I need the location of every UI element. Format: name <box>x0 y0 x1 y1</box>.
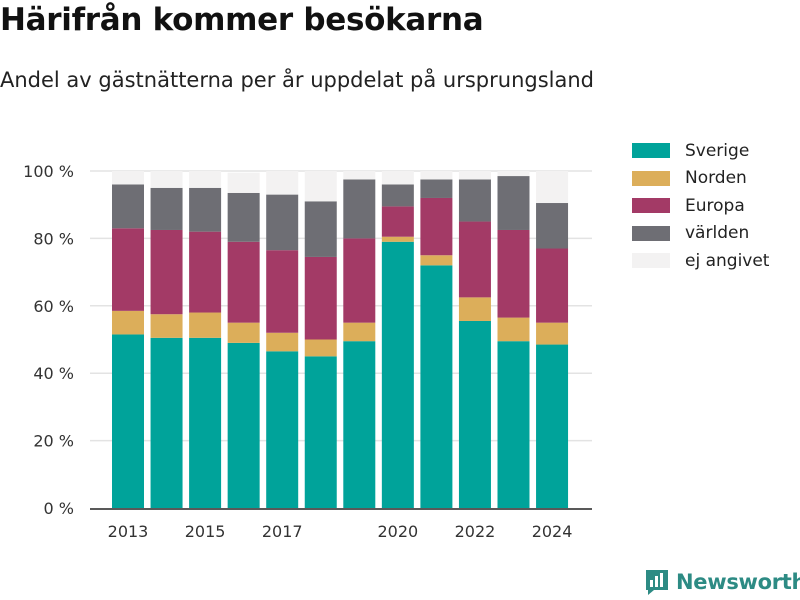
bar-segment-ej-angivet <box>420 171 453 180</box>
bar-segment-sverige <box>112 334 144 508</box>
y-tick-label: 40 % <box>33 364 74 383</box>
bar-segment-varlden <box>536 203 569 249</box>
legend-label-norden: Norden <box>685 168 747 189</box>
bar-segment-europa <box>536 248 569 323</box>
bar-segment-ej-angivet <box>150 171 183 188</box>
bar-segment-ej-angivet <box>381 171 414 185</box>
bar-segment-ej-angivet <box>458 171 491 180</box>
bar-segment-sverige <box>536 344 569 508</box>
bar-segment-europa <box>304 256 337 340</box>
bar-segment-norden <box>381 236 414 242</box>
bar-segment-norden <box>420 255 453 266</box>
bar-segment-ej-angivet <box>112 171 144 185</box>
bar-segment-sverige <box>304 356 337 508</box>
bar-segment-europa <box>150 229 183 315</box>
bar-segment-varlden <box>458 179 491 222</box>
bar-segment-norden <box>497 317 530 342</box>
bar-segment-sverige <box>227 342 260 508</box>
legend-label-ej-angivet: ej angivet <box>685 250 770 271</box>
legend-item-ej-angivet[interactable]: ej angivet <box>632 247 769 275</box>
y-tick-label: 0 % <box>44 499 74 518</box>
bar-segment-varlden <box>497 176 530 230</box>
bar-segment-sverige <box>150 337 183 508</box>
y-tick-label: 100 % <box>23 162 74 181</box>
bar-segment-norden <box>536 322 569 345</box>
legend-label-sverige: Sverige <box>685 140 750 161</box>
bar-segment-ej-angivet <box>343 171 376 180</box>
bar-segment-europa <box>497 229 530 318</box>
bar-segment-sverige <box>266 351 299 508</box>
bar-segment-norden <box>266 332 299 352</box>
x-tick-label: 2013 <box>108 522 149 541</box>
bar-segment-ej-angivet <box>227 172 260 193</box>
bar-segment-varlden <box>304 201 337 257</box>
bar-segment-varlden <box>343 179 376 239</box>
bar-segment-varlden <box>420 179 453 198</box>
chart-title: Härifrån kommer besökarna <box>0 2 484 38</box>
legend-swatch-europa <box>632 198 670 214</box>
bar-segment-varlden <box>189 187 222 232</box>
bar-segment-varlden <box>381 184 414 207</box>
bar-segment-varlden <box>266 194 299 251</box>
bar-segment-europa <box>458 221 491 298</box>
legend: Sverige Norden Europa världen ej angivet <box>632 137 769 275</box>
x-tick-label: 2020 <box>377 522 418 541</box>
y-tick-label: 80 % <box>33 229 74 248</box>
bar-segment-sverige <box>458 320 491 508</box>
bar-segment-sverige <box>381 241 414 508</box>
legend-swatch-ej-angivet <box>632 253 670 269</box>
y-tick-label: 60 % <box>33 297 74 316</box>
bar-segment-norden <box>458 297 491 321</box>
legend-swatch-varlden <box>632 225 670 241</box>
legend-item-sverige[interactable]: Sverige <box>632 137 769 165</box>
bar-segment-norden <box>150 314 183 338</box>
legend-item-varlden[interactable]: världen <box>632 220 769 248</box>
bar-segment-europa <box>343 238 376 323</box>
legend-swatch-norden <box>632 170 670 186</box>
bar-segment-ej-angivet <box>266 171 299 195</box>
x-tick-label: 2017 <box>262 522 303 541</box>
bar-segment-varlden <box>227 192 260 242</box>
bar-segment-norden <box>343 322 376 342</box>
legend-item-europa[interactable]: Europa <box>632 192 769 220</box>
bar-segment-norden <box>189 312 222 338</box>
bar-segment-varlden <box>150 187 183 230</box>
bar-segment-europa <box>227 241 260 323</box>
bar-segment-europa <box>420 197 453 256</box>
bar-segment-sverige <box>343 341 376 508</box>
bar-segment-varlden <box>112 184 144 229</box>
bar-segment-ej-angivet <box>304 171 337 202</box>
bar-segment-ej-angivet <box>189 171 222 188</box>
legend-item-norden[interactable]: Norden <box>632 165 769 193</box>
bar-segment-ej-angivet <box>536 171 569 204</box>
bar-segment-norden <box>112 310 144 335</box>
newsworthy-logo-icon <box>646 570 668 595</box>
x-tick-label: 2022 <box>455 522 496 541</box>
bar-segment-norden <box>304 339 337 357</box>
legend-label-europa: Europa <box>685 195 745 216</box>
bar-segment-europa <box>381 206 414 237</box>
bar-segment-europa <box>112 228 144 311</box>
legend-label-varlden: världen <box>685 223 750 244</box>
bar-segment-sverige <box>420 265 453 508</box>
bar-segment-europa <box>266 250 299 333</box>
brand-name: Newsworthy <box>676 570 800 594</box>
y-tick-label: 20 % <box>33 432 74 451</box>
x-tick-label: 2024 <box>532 522 573 541</box>
brand[interactable]: Newsworthy <box>644 568 800 596</box>
legend-swatch-sverige <box>632 143 670 159</box>
bar-segment-norden <box>227 322 260 343</box>
chart-subtitle: Andel av gästnätterna per år uppdelat på… <box>0 68 594 92</box>
bar-segment-sverige <box>497 341 530 508</box>
bar-segment-europa <box>189 231 222 313</box>
bar-segment-ej-angivet <box>497 171 530 177</box>
bar-segment-sverige <box>189 337 222 508</box>
x-tick-label: 2015 <box>185 522 226 541</box>
